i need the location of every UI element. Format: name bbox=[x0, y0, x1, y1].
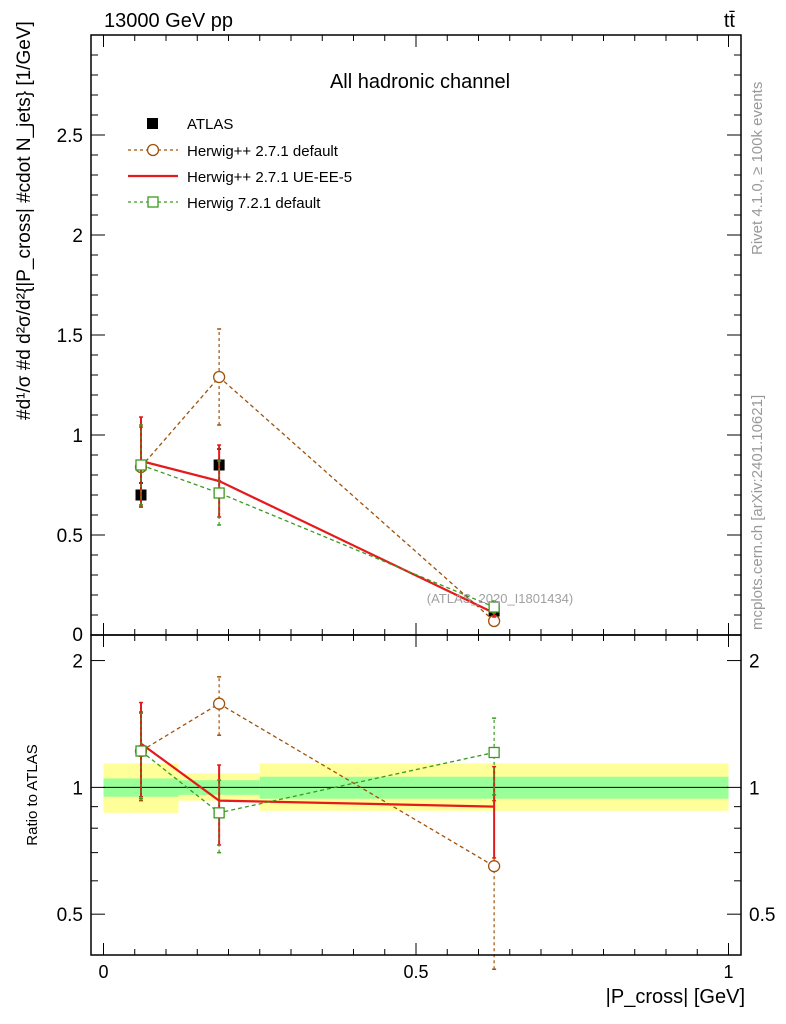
legend-entry-herwigpp-default[interactable]: Herwig++ 2.7.1 default bbox=[128, 143, 339, 160]
ratio-ylabel-text: Ratio to ATLAS bbox=[24, 744, 41, 845]
legend-herwig7-default-label: Herwig 7.2.1 default bbox=[187, 195, 321, 212]
x-tick-label: 1 bbox=[723, 962, 733, 982]
ratio-y-tick-label: 1 bbox=[72, 778, 83, 799]
energy-label: 13000 GeV pp bbox=[104, 10, 233, 32]
ratio-y-tick-label: 2 bbox=[72, 652, 83, 673]
legend-atlas-label: ATLAS bbox=[187, 116, 233, 133]
legend-atlas-marker bbox=[147, 118, 158, 129]
main-herwig-7-2-1-default-line bbox=[140, 464, 495, 608]
legend-herwigpp-ueee5-label: Herwig++ 2.7.1 UE-EE-5 bbox=[187, 169, 352, 186]
ratio-y-tick-label-right: 2 bbox=[749, 652, 760, 673]
ratio-herwig-7-2-1-default-point[interactable] bbox=[488, 746, 500, 759]
legend-herwigpp-default-marker bbox=[146, 143, 160, 157]
legend-herwig7-default-marker bbox=[147, 196, 159, 208]
x-tick-label: 0.5 bbox=[403, 962, 428, 982]
y-tick-label: 2 bbox=[72, 226, 83, 247]
ratio-y-tick-label: 0.5 bbox=[57, 905, 83, 926]
legend-entry-herwig7-default[interactable]: Herwig 7.2.1 default bbox=[128, 195, 321, 212]
ratio-panel: 0 0.5 1 0.5 0.5 1 1 2 2 bbox=[57, 634, 775, 982]
y-tick-label: 1 bbox=[72, 426, 83, 447]
ratio-y-tick-label-right: 1 bbox=[749, 778, 760, 799]
x-axis-label: |P_cross| [GeV] bbox=[606, 986, 745, 1008]
legend-entry-herwigpp-ueee5[interactable]: Herwig++ 2.7.1 UE-EE-5 bbox=[128, 169, 352, 186]
mcplots-label-text: mcplots.cern.ch [arXiv:2401.10621] bbox=[749, 395, 766, 630]
main-title: All hadronic channel bbox=[330, 71, 510, 93]
legend-entry-atlas[interactable]: ATLAS bbox=[147, 116, 233, 133]
main-ylabel-text: #d¹/σ #d d²σ/d²{|P_cross| #cdot N_jets} … bbox=[14, 21, 35, 420]
main-herwig-7-2-1-default-point[interactable] bbox=[135, 459, 147, 471]
main-herwig-2-7-1-default-point[interactable] bbox=[212, 370, 226, 384]
process-label: tt̄ bbox=[724, 10, 736, 32]
ratio-herwig-2-7-1-default-point[interactable] bbox=[212, 697, 226, 710]
x-tick-label: 0 bbox=[98, 962, 108, 982]
ratio-ylabel: Ratio to ATLAS bbox=[24, 744, 41, 845]
legend: ATLAS Herwig++ 2.7.1 default Herwig++ 2.… bbox=[128, 116, 352, 212]
main-herwig-7-2-1-default-point[interactable] bbox=[213, 487, 225, 499]
legend-herwigpp-default-label: Herwig++ 2.7.1 default bbox=[187, 143, 339, 160]
y-tick-label: 1.5 bbox=[57, 326, 83, 347]
y-tick-label: 0.5 bbox=[57, 526, 83, 547]
ratio-herwig-7-2-1-default-point[interactable] bbox=[213, 807, 225, 819]
ratio-herwig-2-7-1-default-point[interactable] bbox=[487, 860, 501, 873]
main-ylabel: #d¹/σ #d d²σ/d²{|P_cross| #cdot N_jets} … bbox=[14, 21, 35, 420]
y-tick-label-zero: 0 bbox=[72, 625, 83, 646]
rivet-label: Rivet 4.1.0, ≥ 100k events bbox=[749, 82, 766, 255]
main-herwig-7-2-1-default-point[interactable] bbox=[488, 601, 500, 613]
mcplots-label: mcplots.cern.ch [arXiv:2401.10621] bbox=[749, 395, 766, 630]
main-panel: 0.5 1 1.5 2 2.5 0 All hadronic channel (ATLAS… bbox=[57, 34, 742, 646]
y-tick-label: 2.5 bbox=[57, 126, 83, 147]
ratio-herwig-7-2-1-default-point[interactable] bbox=[135, 745, 147, 757]
rivet-label-text: Rivet 4.1.0, ≥ 100k events bbox=[749, 82, 766, 255]
analysis-watermark: (ATLAS_2020_I1801434) bbox=[427, 591, 573, 606]
ratio-y-tick-label-right: 0.5 bbox=[749, 905, 775, 926]
